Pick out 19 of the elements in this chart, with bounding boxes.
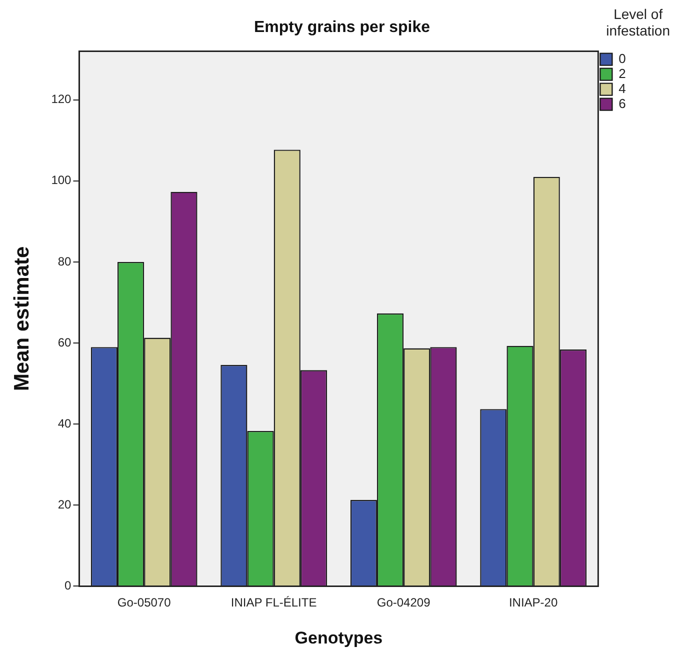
x-tick-label: INIAP FL-ÉLITE bbox=[230, 596, 317, 610]
y-tick-label: 120 bbox=[51, 92, 72, 106]
y-tick-label: 40 bbox=[58, 416, 72, 430]
legend-label: 6 bbox=[618, 96, 626, 111]
legend-title: Level of infestation bbox=[606, 6, 670, 39]
y-tick-label: 20 bbox=[58, 497, 72, 512]
y-tick-label: 80 bbox=[58, 254, 72, 268]
chart-title: Empty grains per spike bbox=[254, 19, 430, 36]
x-tick-label: Go-04209 bbox=[376, 596, 431, 610]
x-axis-title: Genotypes bbox=[294, 628, 383, 648]
y-axis-title: Mean estimate bbox=[10, 246, 34, 392]
x-tick-label: Go-05070 bbox=[117, 596, 172, 610]
x-tick-label: INIAP-20 bbox=[508, 596, 558, 610]
y-tick-label: 100 bbox=[51, 173, 72, 188]
legend-label: 4 bbox=[618, 80, 626, 96]
legend-label: 2 bbox=[618, 66, 626, 81]
legend-label: 0 bbox=[618, 50, 626, 66]
y-tick-label: 60 bbox=[58, 335, 72, 350]
y-tick-label: 0 bbox=[64, 578, 72, 593]
